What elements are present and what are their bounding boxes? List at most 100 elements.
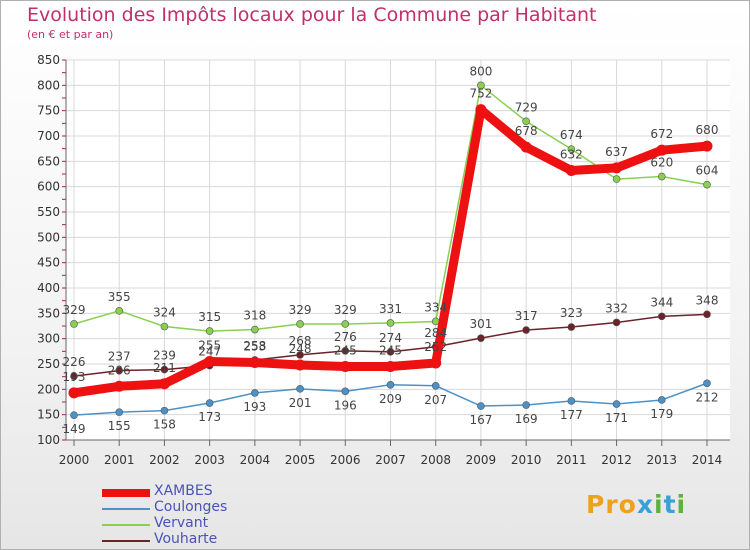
- data-point: [522, 401, 530, 409]
- chart-title: Evolution des Impôts locaux pour la Comm…: [27, 4, 597, 26]
- data-point: [296, 385, 304, 393]
- y-tick-label: 300: [37, 332, 60, 346]
- legend-label: Vouharte: [154, 531, 218, 547]
- x-tick-label: 2008: [420, 453, 451, 467]
- legend-label: Coulonges: [154, 499, 228, 515]
- data-label: 239: [153, 349, 176, 363]
- y-tick-label: 400: [37, 281, 60, 295]
- data-point: [160, 322, 169, 331]
- data-point: [520, 141, 532, 153]
- y-tick-label: 100: [37, 433, 60, 447]
- data-label: 179: [650, 407, 673, 421]
- data-point: [251, 325, 259, 334]
- data-label: 155: [108, 419, 131, 433]
- data-point: [251, 389, 259, 397]
- data-label: 209: [379, 392, 402, 406]
- x-tick-label: 2005: [285, 453, 316, 467]
- data-label: 329: [334, 303, 357, 317]
- data-label: 315: [198, 310, 221, 324]
- data-label: 323: [560, 306, 583, 320]
- data-label: 800: [469, 64, 492, 78]
- x-tick-label: 2007: [375, 453, 406, 467]
- data-label: 193: [243, 400, 266, 414]
- data-point: [205, 327, 214, 335]
- logo-letter: x: [636, 490, 654, 519]
- data-point: [522, 326, 530, 334]
- data-label: 169: [515, 412, 538, 426]
- data-label: 248: [289, 342, 312, 356]
- y-tick-label: 750: [37, 104, 60, 118]
- data-point: [477, 81, 485, 90]
- data-label: 637: [605, 145, 628, 159]
- data-point: [565, 164, 577, 176]
- data-point: [431, 381, 440, 390]
- data-label: 674: [560, 128, 583, 142]
- data-label: 355: [108, 290, 131, 304]
- x-tick-label: 2006: [330, 453, 361, 467]
- x-tick-label: 2009: [466, 453, 497, 467]
- data-label: 274: [379, 331, 402, 345]
- legend-swatch: [102, 524, 150, 526]
- data-label: 729: [515, 100, 538, 114]
- data-label: 332: [605, 301, 628, 315]
- data-point: [204, 355, 216, 367]
- data-point: [70, 411, 78, 419]
- data-label: 258: [243, 339, 266, 353]
- y-tick-label: 850: [37, 53, 60, 67]
- data-point: [701, 140, 713, 152]
- data-point: [612, 318, 621, 327]
- data-point: [703, 379, 711, 388]
- data-point: [68, 387, 80, 399]
- data-label: 245: [334, 344, 357, 358]
- y-tick-label: 200: [37, 382, 60, 396]
- x-tick-label: 2013: [647, 453, 678, 467]
- data-label: 212: [696, 390, 719, 404]
- data-label: 193: [63, 370, 86, 384]
- y-tick-label: 700: [37, 129, 60, 143]
- data-label: 177: [560, 408, 583, 422]
- data-label: 171: [605, 411, 628, 425]
- y-tick-label: 650: [37, 154, 60, 168]
- data-label: 344: [650, 295, 673, 309]
- data-label: 268: [289, 334, 312, 348]
- data-point: [341, 387, 350, 396]
- data-point: [477, 402, 485, 410]
- logo-letter: t: [663, 490, 677, 519]
- data-point: [703, 180, 711, 189]
- data-label: 253: [243, 339, 266, 353]
- x-tick-label: 2010: [511, 453, 542, 467]
- data-point: [160, 365, 169, 374]
- data-point: [611, 162, 623, 174]
- data-point: [296, 320, 304, 328]
- chart-subtitle: (en € et par an): [27, 28, 114, 41]
- x-tick-label: 2014: [692, 453, 723, 467]
- data-label: 329: [289, 303, 312, 317]
- data-point: [341, 320, 350, 328]
- y-tick-label: 600: [37, 180, 60, 194]
- data-label: 211: [153, 361, 176, 375]
- legend-label: XAMBES: [154, 483, 213, 499]
- x-tick-label: 2004: [240, 453, 271, 467]
- x-tick-label: 2012: [601, 453, 632, 467]
- data-point: [567, 397, 576, 405]
- data-label: 318: [243, 309, 266, 323]
- data-label: 632: [560, 147, 583, 161]
- data-point: [385, 361, 396, 373]
- data-label: 196: [334, 398, 357, 412]
- data-point: [160, 406, 169, 415]
- data-label: 252: [424, 340, 447, 354]
- data-label: 276: [334, 330, 357, 344]
- data-label: 672: [650, 127, 673, 141]
- proxiti-logo: Proxiti: [586, 490, 686, 519]
- data-point: [386, 319, 395, 327]
- data-label: 237: [108, 350, 131, 364]
- data-point: [477, 334, 485, 342]
- data-label: 680: [696, 123, 719, 137]
- data-label: 317: [515, 309, 538, 323]
- data-label: 331: [379, 302, 402, 316]
- data-label: 324: [153, 306, 176, 320]
- y-tick-label: 500: [37, 230, 60, 244]
- data-point: [522, 117, 530, 126]
- data-point: [475, 104, 487, 116]
